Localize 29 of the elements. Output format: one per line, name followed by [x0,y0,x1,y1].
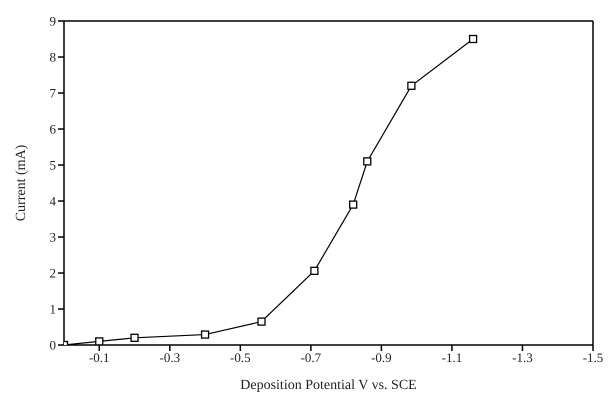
point [95,337,104,345]
y-tick-label: 8 [50,50,56,65]
point [310,266,319,275]
x-tick-label: -1.1 [442,350,462,366]
y-tick-label: 1 [50,302,56,317]
x-tick-label: -0.7 [300,350,322,366]
x-axis-title: Deposition Potential V vs. SCE [240,378,417,393]
x-tick-label: -0.5 [230,350,251,366]
point [468,34,478,44]
y-tick-label: 3 [50,230,56,245]
point [363,157,372,166]
point [349,200,358,209]
point [200,330,210,339]
y-tick-label: 2 [50,266,56,281]
x-tick-label: -1.3 [512,350,533,366]
y-axis-title: Current (mA) [14,144,29,222]
x-tick-label: -0.9 [371,350,392,366]
point [407,82,416,90]
y-tick-label: 7 [50,86,56,101]
point [130,334,139,342]
x-tick-label: -0.3 [160,350,180,366]
y-tick-label: 5 [50,158,56,173]
y-tick-label: 4 [50,194,56,209]
y-tick-label: 0 [50,338,56,353]
x-tick-label: -0.1 [88,350,110,366]
point [257,317,266,326]
y-tick-label: 9 [50,14,56,29]
x-tick-label: -1.5 [582,350,604,366]
y-tick-label: 6 [50,122,56,137]
